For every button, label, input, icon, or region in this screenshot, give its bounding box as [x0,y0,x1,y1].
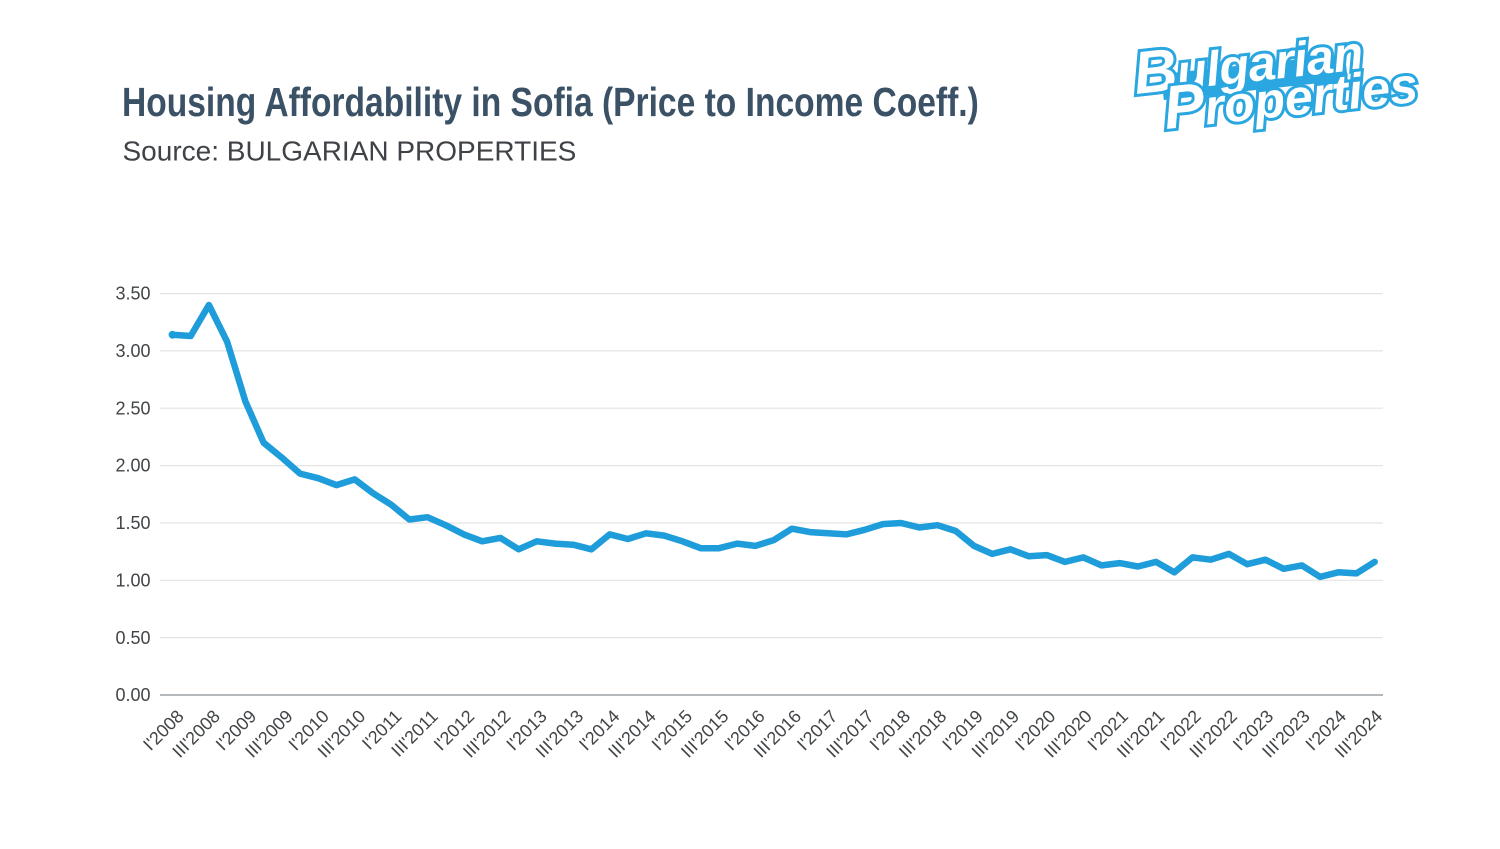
svg-text:2.00: 2.00 [115,456,150,476]
svg-text:Housing Affordability in Sofia: Housing Affordability in Sofia (Price to… [122,79,979,125]
svg-text:3.50: 3.50 [115,284,150,304]
svg-text:0.50: 0.50 [115,628,150,648]
svg-text:1.00: 1.00 [115,570,150,590]
svg-text:Source: BULGARIAN PROPERTIES: Source: BULGARIAN PROPERTIES [123,136,577,167]
svg-text:0.00: 0.00 [115,685,150,705]
svg-text:1.50: 1.50 [115,513,150,533]
svg-text:2.50: 2.50 [115,398,150,418]
svg-text:3.00: 3.00 [115,341,150,361]
